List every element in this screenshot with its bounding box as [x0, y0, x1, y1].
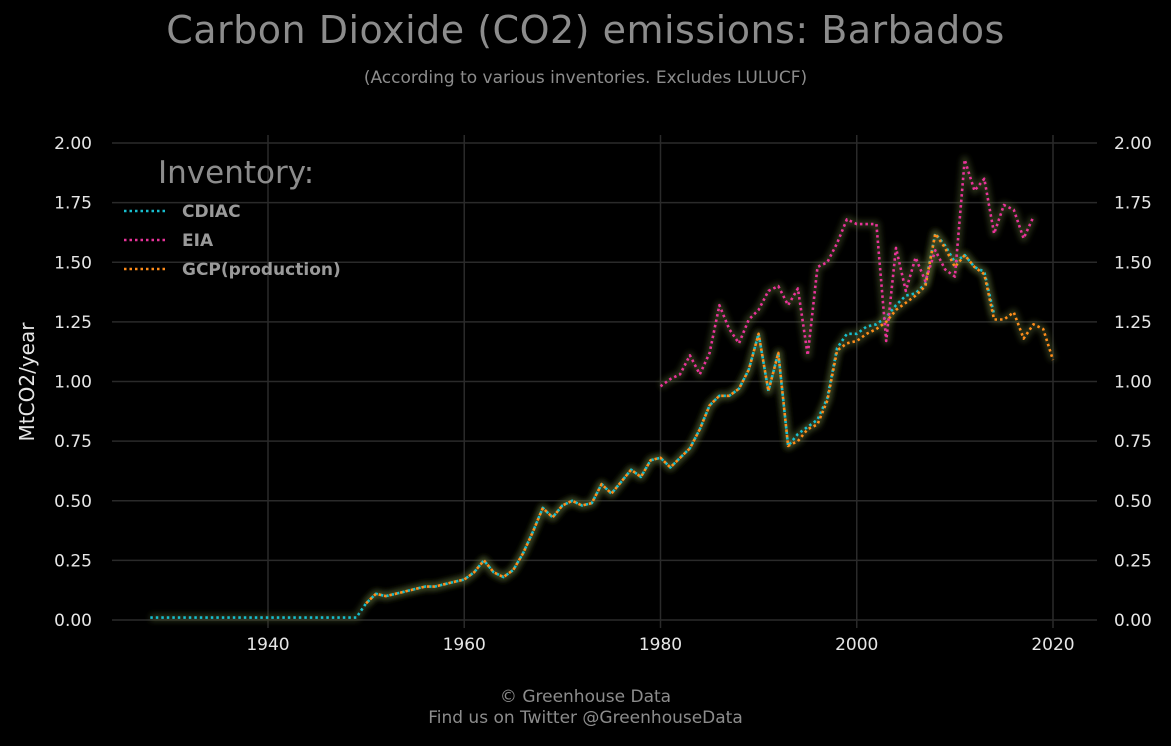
- x-tick-label: 1980: [639, 635, 682, 655]
- y-tick-label-right: 1.25: [1114, 313, 1152, 333]
- chart-title: Carbon Dioxide (CO2) emissions: Barbados: [166, 8, 1005, 52]
- x-tick-label: 2000: [835, 635, 878, 655]
- axes: 0.00 0.00 0.25 0.25 0.50 0.50 0.75 0.75 1.00 1.00…: [54, 134, 1152, 655]
- legend-label: EIA: [182, 231, 214, 251]
- series-line-eia: [659, 158, 1035, 388]
- legend-label: CDIAC: [182, 202, 241, 222]
- y-tick-label-left: 0.75: [54, 432, 92, 452]
- y-tick-label-right: 0.75: [1114, 432, 1152, 452]
- x-tick-label: 1960: [443, 635, 486, 655]
- y-tick-label-right: 2.00: [1114, 134, 1152, 154]
- y-tick-label-left: 1.50: [54, 253, 92, 273]
- y-tick-label-left: 0.00: [54, 611, 92, 631]
- y-tick-label-left: 1.25: [54, 313, 92, 333]
- y-tick-label-left: 2.00: [54, 134, 92, 154]
- y-tick-label-left: 0.25: [54, 551, 92, 571]
- legend: Inventory: CDIAC EIA GCP(production): [124, 155, 341, 280]
- series-line-cdiac: [150, 232, 996, 619]
- legend-label: GCP(production): [182, 260, 341, 280]
- grid-lines: [112, 135, 1097, 628]
- y-tick-label-right: 1.50: [1114, 253, 1152, 273]
- x-tick-label: 2020: [1031, 635, 1074, 655]
- y-tick-label-left: 1.75: [54, 194, 92, 214]
- copyright-text: © Greenhouse Data: [499, 687, 672, 707]
- y-tick-label-right: 0.00: [1114, 611, 1152, 631]
- y-tick-label-right: 0.50: [1114, 492, 1152, 512]
- twitter-text: Find us on Twitter @GreenhouseData: [428, 708, 743, 728]
- y-tick-label-left: 1.00: [54, 373, 92, 393]
- y-tick-label-right: 1.00: [1114, 373, 1152, 393]
- series-layer: [150, 156, 1057, 622]
- x-tick-label: 1940: [246, 635, 289, 655]
- y-tick-label-right: 1.75: [1114, 194, 1152, 214]
- series-glow: [363, 230, 1057, 606]
- footer: © Greenhouse Data Find us on Twitter @Gr…: [0, 687, 1171, 729]
- y-axis-label: MtCO2/year: [15, 322, 39, 442]
- y-tick-label-left: 0.50: [54, 492, 92, 512]
- chart-subtitle: (According to various inventories. Exclu…: [363, 68, 808, 88]
- legend-title: Inventory:: [158, 155, 314, 191]
- y-tick-label-right: 0.25: [1114, 551, 1152, 571]
- series-line-gcp-production-: [365, 232, 1055, 605]
